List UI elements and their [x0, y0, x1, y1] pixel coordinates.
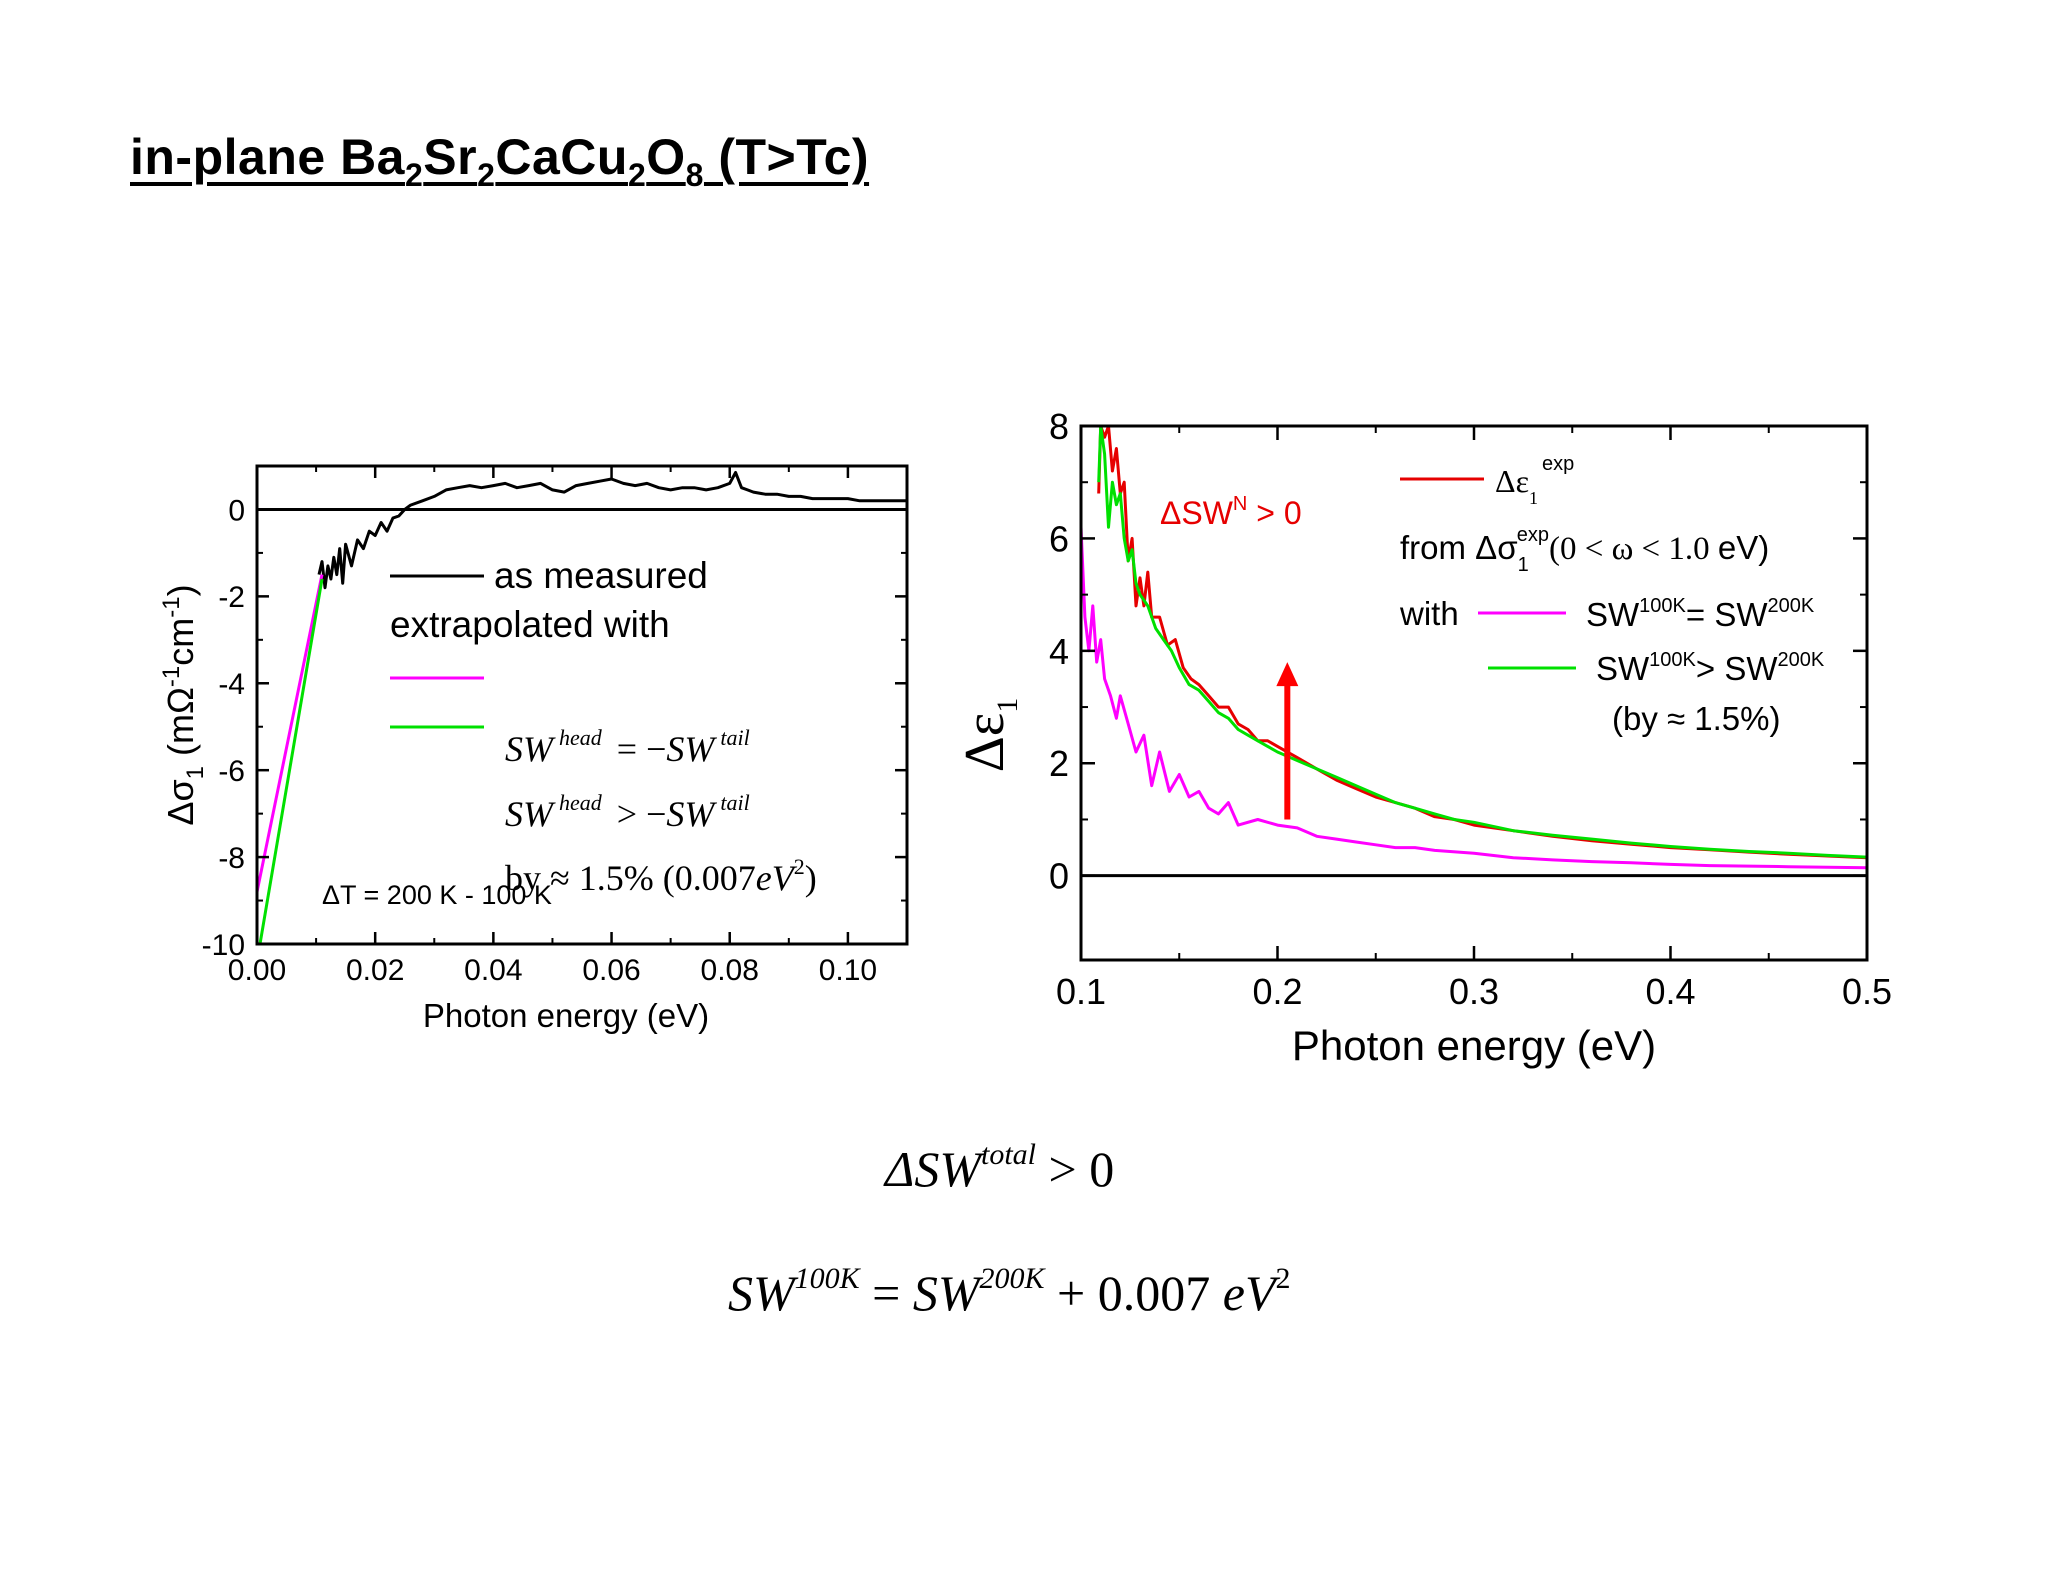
left-xtick-label-1: 0.02	[346, 954, 404, 987]
left-series-2	[258, 578, 324, 945]
legend-label-sw-equal: SW100K= SW200K	[1586, 595, 1815, 633]
red-arrow	[1276, 662, 1299, 820]
right-ytick-label-3: 6	[1049, 518, 1069, 559]
legend-label-from: from Δσ1exp(0 < ω < 1.0 eV)	[1400, 524, 1769, 576]
right-xtick-label-4: 0.5	[1842, 971, 1892, 1012]
right-ytick-label-1: 2	[1049, 743, 1069, 784]
legend-label-measured: as measured	[494, 555, 708, 596]
left-ytick-label-5: -10	[202, 929, 245, 962]
right-xtick-label-3: 0.4	[1645, 971, 1695, 1012]
right-xlabel: Photon energy (eV)	[1292, 1022, 1656, 1069]
left-ytick-label-4: -8	[218, 842, 245, 875]
legend-label-by: (by ≈ 1.5%)	[1612, 700, 1781, 737]
legend-formula-greater: SW head > −SW tail	[505, 790, 750, 834]
right-series-1	[1079, 527, 1868, 870]
right-ytick-label-4: 8	[1049, 406, 1069, 447]
left-ytick-label-2: -4	[218, 668, 245, 701]
left-series-0	[317, 471, 907, 590]
right-ytick-label-2: 4	[1049, 631, 1069, 672]
left-chart: 0.00 0.02 0.04 0.06 0.08 0.10 0 -2 -4 -6 -8 -10 Pho…	[158, 464, 909, 1034]
right-series-2	[1097, 424, 1868, 859]
left-xtick-label-2: 0.04	[464, 954, 522, 987]
left-xlabel: Photon energy (eV)	[423, 997, 709, 1034]
right-xtick-label-2: 0.3	[1449, 971, 1499, 1012]
right-legend: Δε1exp from Δσ1exp(0 < ω < 1.0 eV) with …	[1399, 453, 1825, 737]
left-ytick-label-0: 0	[228, 494, 245, 527]
right-ytick-label-0: 0	[1049, 856, 1069, 897]
legend-label-sw-greater: SW100K> SW200K	[1596, 649, 1825, 687]
legend-formula-equal: SW head = −SW tail	[505, 725, 750, 769]
left-ylabel: Δσ1 (mΩ-1cm-1)	[158, 584, 209, 825]
right-ylabel: Δε1	[954, 698, 1024, 773]
legend-label-with: with	[1399, 595, 1459, 632]
left-xtick-label-3: 0.06	[582, 954, 640, 987]
left-ytick-label-1: -2	[218, 581, 245, 614]
right-xtick-label-0: 0.1	[1056, 971, 1106, 1012]
red-arrow-head	[1276, 662, 1299, 687]
right-annotation-dswn: ΔSWN > 0	[1160, 493, 1302, 531]
left-series-1	[255, 574, 324, 893]
left-xtick-label-4: 0.08	[701, 954, 759, 987]
left-legend: as measured extrapolated with SW head = −…	[390, 555, 817, 898]
slide-title: in-plane Ba2Sr2CaCu2O8 (T>Tc)	[130, 129, 870, 193]
left-plot-frame	[255, 464, 909, 946]
left-xtick-label-5: 0.10	[819, 954, 877, 987]
equation-sw-relation: SW100K = SW200K + 0.007 eV2	[728, 1262, 1291, 1321]
left-annotation-deltaT: ΔT = 200 K - 100 K	[322, 880, 552, 910]
right-xtick-label-1: 0.2	[1252, 971, 1302, 1012]
legend-label-extrapolated: extrapolated with	[390, 604, 670, 645]
left-ytick-label-3: -6	[218, 755, 245, 788]
right-series-0	[1097, 424, 1868, 860]
left-xtick-label-0: 0.00	[228, 954, 286, 987]
legend-formula-by: by ≈ 1.5% (0.007eV2)	[505, 854, 817, 898]
legend-label-exp: Δε1exp	[1495, 453, 1574, 508]
equation-delta-sw-total: ΔSWtotal > 0	[885, 1138, 1115, 1197]
